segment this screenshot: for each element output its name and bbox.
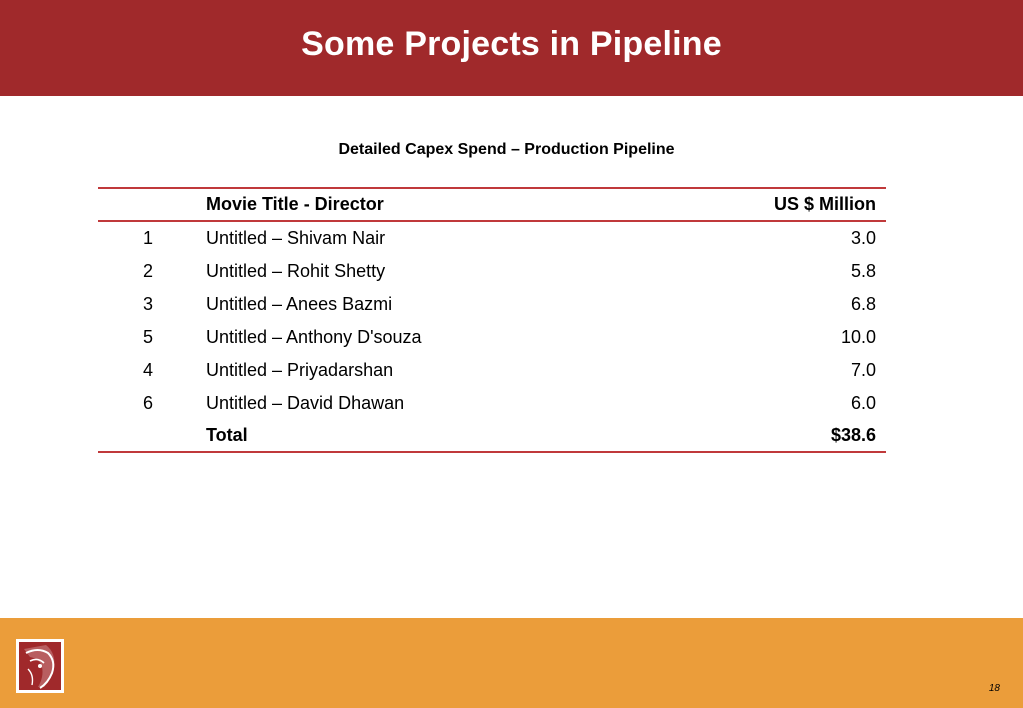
row-number: 5 [142, 327, 153, 347]
row-amount: 3.0 [850, 228, 876, 248]
table-total-row: Total $38.6 [98, 420, 886, 452]
header-number [98, 188, 153, 221]
header-amount: US $ Million [773, 194, 876, 214]
pipeline-table: Movie Title - Director US $ Million 1 Un… [98, 187, 886, 453]
row-amount: 10.0 [840, 327, 876, 347]
row-number: 4 [142, 360, 153, 380]
row-title: Untitled – Shivam Nair [206, 228, 386, 248]
title-bar: Some Projects in Pipeline [0, 0, 1023, 96]
table-caption: Detailed Capex Spend – Production Pipeli… [338, 141, 675, 158]
row-number: 1 [142, 228, 153, 248]
table-row: 2 Untitled – Rohit Shetty 5.8 [98, 255, 886, 288]
table-row: 4 Untitled – Priyadarshan 7.0 [98, 354, 886, 387]
table-header-row: Movie Title - Director US $ Million [98, 188, 886, 221]
total-amount: $38.6 [830, 425, 876, 445]
row-amount: 7.0 [850, 360, 876, 380]
page-number: 18 [988, 683, 1000, 694]
table-row: 6 Untitled – David Dhawan 6.0 [98, 387, 886, 420]
row-amount: 5.8 [850, 261, 876, 281]
header-spacer [153, 188, 206, 221]
row-title: Untitled – Anthony D'souza [206, 327, 422, 347]
row-amount: 6.8 [850, 294, 876, 314]
row-amount: 6.0 [850, 393, 876, 413]
table-row: 1 Untitled – Shivam Nair 3.0 [98, 221, 886, 255]
table-row: 5 Untitled – Anthony D'souza 10.0 [98, 321, 886, 354]
table-row: 3 Untitled – Anees Bazmi 6.8 [98, 288, 886, 321]
row-title: Untitled – Rohit Shetty [206, 261, 386, 281]
footer-bar [0, 618, 1023, 708]
total-label: Total [206, 425, 248, 445]
row-title: Untitled – Priyadarshan [206, 360, 394, 380]
row-number: 3 [142, 294, 153, 314]
row-number: 2 [142, 261, 153, 281]
header-title: Movie Title - Director [206, 194, 384, 214]
row-number: 6 [142, 393, 153, 413]
company-logo-icon [16, 639, 64, 693]
row-title: Untitled – Anees Bazmi [206, 294, 393, 314]
slide-title: Some Projects in Pipeline [301, 24, 722, 63]
row-title: Untitled – David Dhawan [206, 393, 405, 413]
